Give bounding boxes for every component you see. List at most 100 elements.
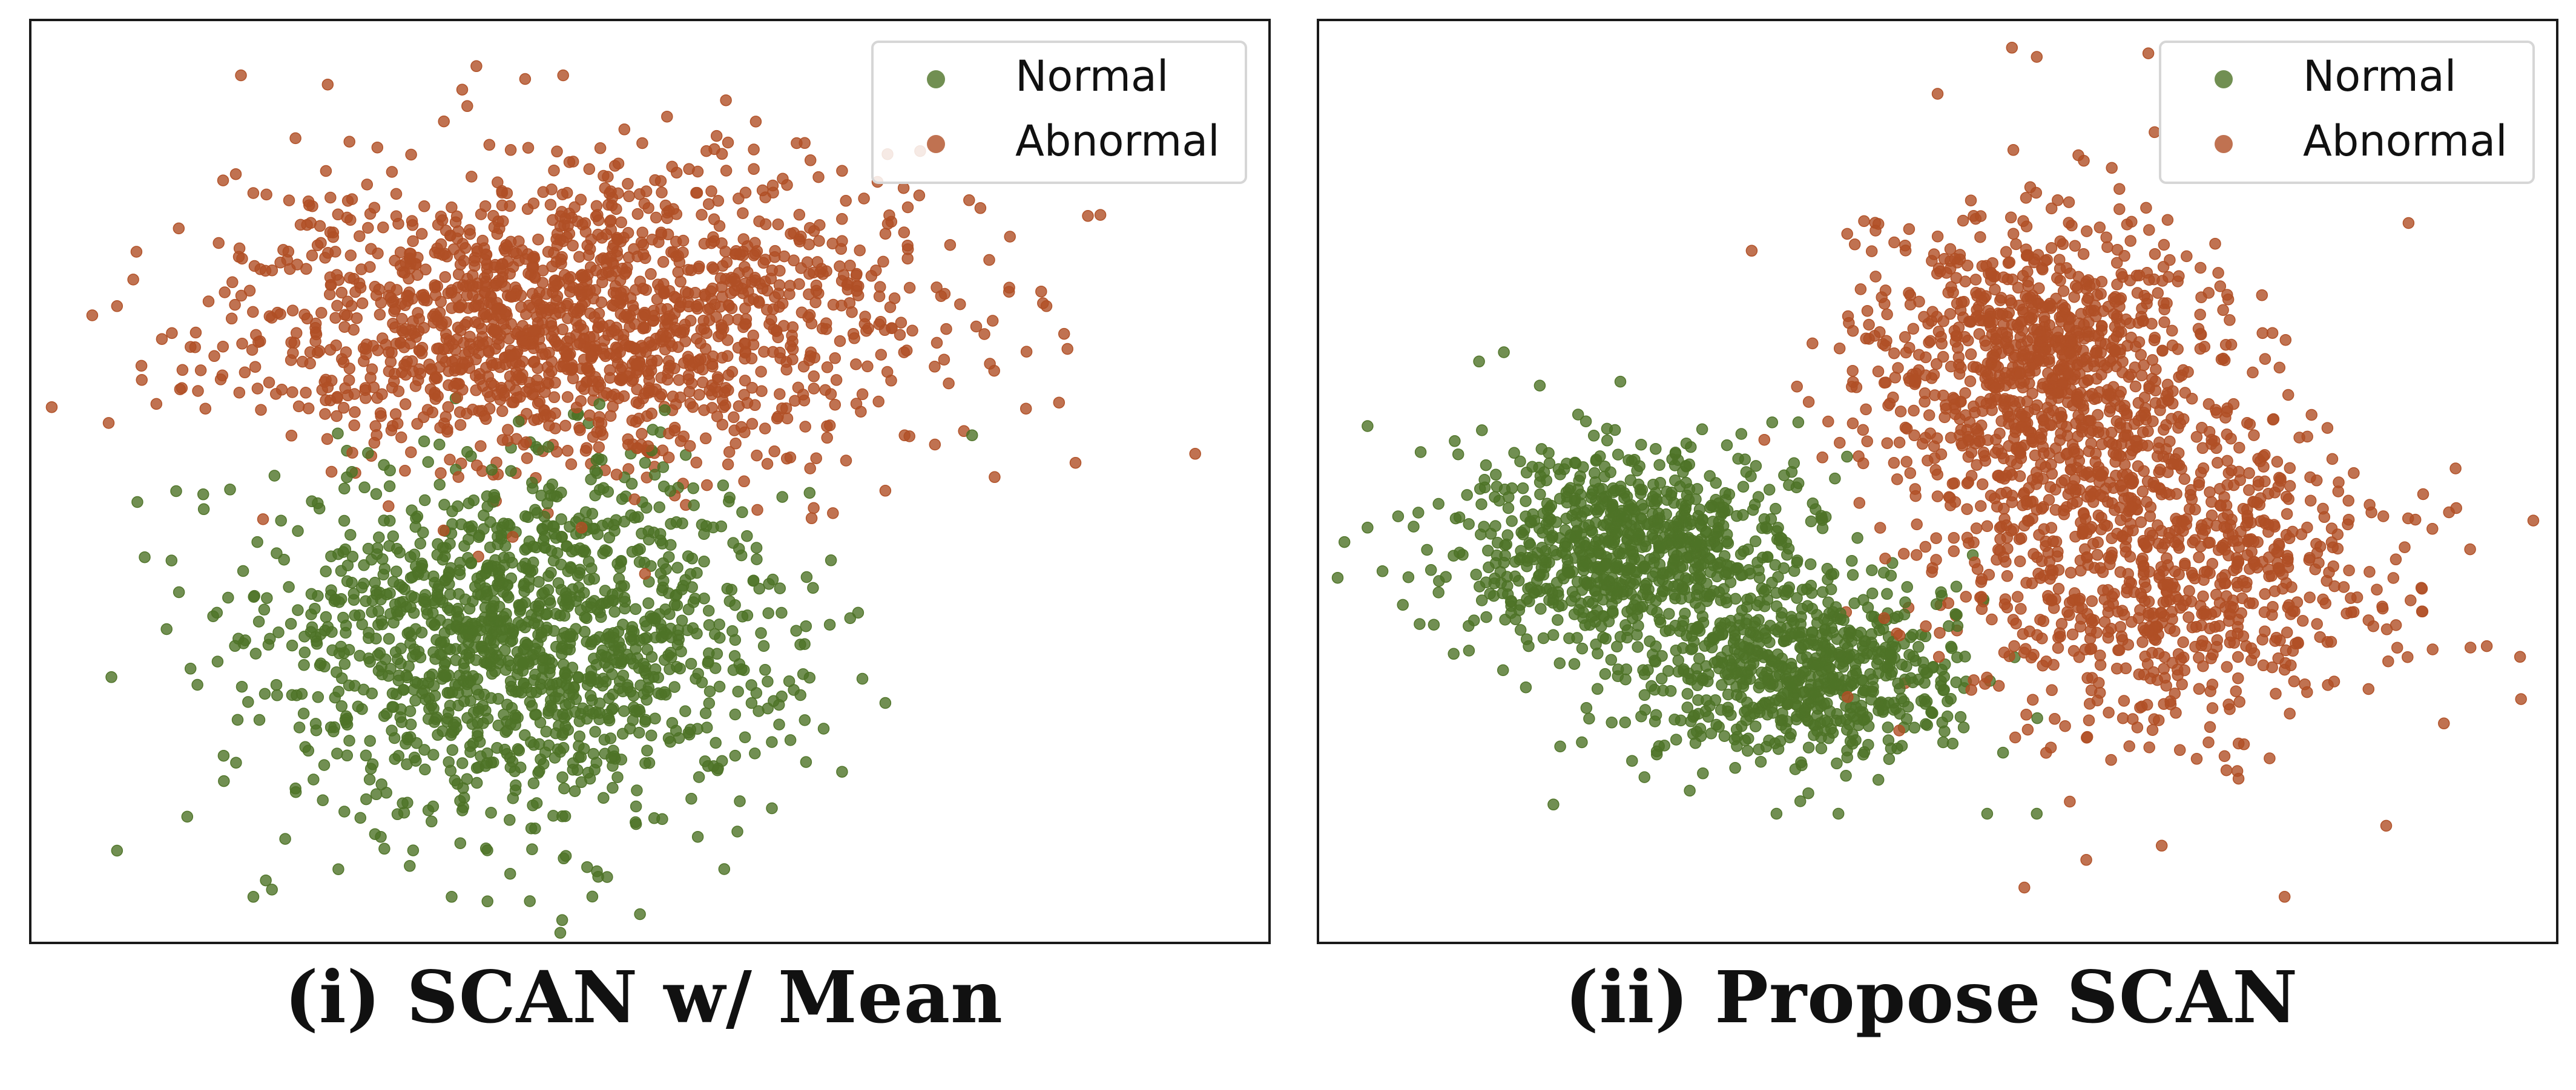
data-point-abnormal bbox=[395, 366, 408, 378]
data-point-abnormal bbox=[1940, 267, 1952, 279]
data-point-abnormal bbox=[452, 281, 464, 294]
data-point-abnormal bbox=[772, 218, 784, 231]
data-point-abnormal bbox=[1911, 518, 1923, 531]
data-point-abnormal bbox=[1903, 375, 1916, 387]
data-point-abnormal bbox=[446, 355, 458, 368]
data-point-abnormal bbox=[723, 446, 736, 458]
data-point-normal bbox=[800, 620, 812, 632]
data-point-abnormal bbox=[988, 364, 1000, 377]
data-point-abnormal bbox=[446, 201, 458, 214]
data-point-abnormal bbox=[374, 309, 386, 321]
data-point-normal bbox=[738, 664, 750, 676]
data-point-normal bbox=[568, 785, 581, 797]
data-point-normal bbox=[1580, 415, 1592, 427]
data-point-abnormal bbox=[1880, 376, 1892, 389]
data-point-normal bbox=[237, 565, 249, 577]
data-point-abnormal bbox=[392, 217, 404, 230]
data-point-abnormal bbox=[604, 364, 616, 376]
data-point-abnormal bbox=[720, 256, 733, 269]
data-point-normal bbox=[453, 564, 466, 577]
data-point-abnormal bbox=[1928, 248, 1940, 260]
data-point-normal bbox=[335, 565, 348, 577]
data-point-normal bbox=[1408, 520, 1420, 533]
data-point-normal bbox=[776, 491, 788, 503]
data-point-normal bbox=[364, 735, 376, 747]
data-point-abnormal bbox=[2259, 353, 2271, 365]
data-point-normal bbox=[217, 749, 230, 762]
data-point-normal bbox=[286, 689, 298, 701]
data-point-normal bbox=[341, 575, 354, 588]
data-point-abnormal bbox=[881, 366, 894, 378]
data-point-normal bbox=[1566, 586, 1579, 598]
data-point-normal bbox=[618, 591, 631, 604]
data-point-normal bbox=[181, 810, 194, 823]
data-point-normal bbox=[1609, 484, 1621, 497]
data-point-abnormal bbox=[435, 295, 447, 308]
data-point-abnormal bbox=[2149, 126, 2161, 139]
data-point-normal bbox=[630, 800, 642, 813]
data-point-normal bbox=[1497, 664, 1509, 677]
data-point-normal bbox=[1635, 438, 1647, 451]
data-point-normal bbox=[1829, 472, 1841, 485]
data-point-normal bbox=[569, 543, 581, 556]
data-point-normal bbox=[446, 686, 458, 698]
data-point-normal bbox=[369, 576, 381, 589]
data-point-abnormal bbox=[803, 222, 816, 234]
data-point-abnormal bbox=[389, 408, 402, 420]
data-point-abnormal bbox=[135, 360, 148, 372]
data-point-normal bbox=[1520, 495, 1532, 507]
data-point-normal bbox=[311, 635, 323, 648]
data-point-abnormal bbox=[610, 203, 622, 215]
data-point-normal bbox=[312, 691, 324, 703]
data-point-abnormal bbox=[321, 247, 334, 259]
data-point-normal bbox=[242, 696, 254, 708]
data-point-normal bbox=[1550, 548, 1563, 561]
data-point-abnormal bbox=[793, 209, 806, 221]
data-point-abnormal bbox=[2158, 238, 2170, 251]
data-point-abnormal bbox=[246, 344, 259, 356]
data-point-normal bbox=[615, 556, 627, 568]
data-point-abnormal bbox=[650, 332, 662, 345]
data-point-normal bbox=[563, 697, 575, 709]
data-point-normal bbox=[432, 583, 444, 596]
data-point-normal bbox=[407, 606, 420, 619]
data-point-abnormal bbox=[505, 291, 517, 303]
data-point-normal bbox=[659, 404, 671, 416]
data-point-abnormal bbox=[590, 200, 603, 212]
data-point-normal bbox=[658, 626, 670, 639]
data-point-normal bbox=[271, 547, 283, 559]
data-point-abnormal bbox=[637, 321, 650, 333]
data-point-abnormal bbox=[581, 362, 593, 375]
data-point-normal bbox=[1638, 560, 1650, 573]
data-point-abnormal bbox=[574, 424, 586, 436]
data-point-normal bbox=[433, 478, 446, 491]
data-point-abnormal bbox=[387, 317, 399, 330]
data-point-abnormal bbox=[2212, 267, 2224, 279]
data-point-normal bbox=[239, 634, 251, 646]
data-point-abnormal bbox=[816, 323, 829, 335]
data-point-abnormal bbox=[130, 246, 143, 258]
data-point-normal bbox=[1560, 486, 1573, 499]
legend-marker-abnormal bbox=[927, 135, 945, 153]
data-point-abnormal bbox=[1872, 218, 1885, 230]
data-point-normal bbox=[627, 689, 640, 702]
data-point-abnormal bbox=[929, 361, 941, 373]
data-point-abnormal bbox=[851, 284, 863, 297]
data-point-normal bbox=[1718, 550, 1731, 562]
data-point-normal bbox=[1635, 513, 1648, 525]
data-point-abnormal bbox=[2129, 380, 2142, 393]
data-point-abnormal bbox=[292, 400, 305, 413]
data-point-normal bbox=[688, 499, 700, 511]
data-point-abnormal bbox=[615, 216, 627, 229]
data-point-normal bbox=[251, 536, 263, 548]
data-point-abnormal bbox=[579, 217, 591, 229]
data-point-abnormal bbox=[2111, 243, 2124, 256]
data-point-abnormal bbox=[536, 348, 548, 360]
data-point-normal bbox=[371, 588, 383, 600]
data-point-abnormal bbox=[522, 142, 535, 154]
data-point-abnormal bbox=[635, 236, 648, 249]
data-point-normal bbox=[338, 482, 351, 494]
data-point-normal bbox=[559, 810, 572, 822]
data-point-normal bbox=[493, 600, 506, 612]
data-point-abnormal bbox=[1888, 236, 1900, 249]
